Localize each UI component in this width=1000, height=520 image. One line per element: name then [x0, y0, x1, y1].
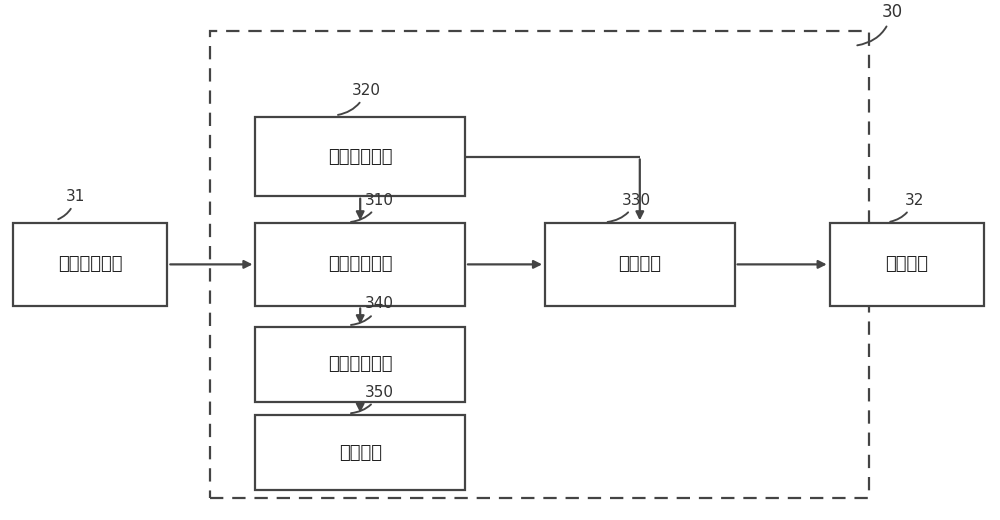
Text: 射频前端模块: 射频前端模块 [58, 255, 122, 274]
Bar [830, 223, 984, 306]
Text: 330: 330 [608, 192, 651, 222]
Bar [210, 31, 869, 498]
Text: 31: 31 [58, 189, 85, 219]
Text: 310: 310 [351, 192, 394, 222]
Text: 信号传输模块: 信号传输模块 [328, 255, 392, 274]
Text: 30: 30 [857, 3, 903, 45]
Bar [13, 223, 167, 306]
Text: 320: 320 [338, 83, 381, 115]
Text: 可变电容: 可变电容 [885, 255, 928, 274]
Bar [255, 415, 465, 490]
Text: 复位模块: 复位模块 [339, 444, 382, 462]
Text: 32: 32 [890, 192, 924, 222]
Text: 340: 340 [351, 296, 394, 325]
Bar [255, 223, 465, 306]
Text: 控制模块: 控制模块 [618, 255, 661, 274]
Text: 350: 350 [351, 385, 394, 413]
Text: 电压采集模块: 电压采集模块 [328, 355, 392, 373]
Bar [255, 118, 465, 196]
Text: 电源管理模块: 电源管理模块 [328, 148, 392, 165]
Bar [545, 223, 735, 306]
Bar [255, 327, 465, 401]
